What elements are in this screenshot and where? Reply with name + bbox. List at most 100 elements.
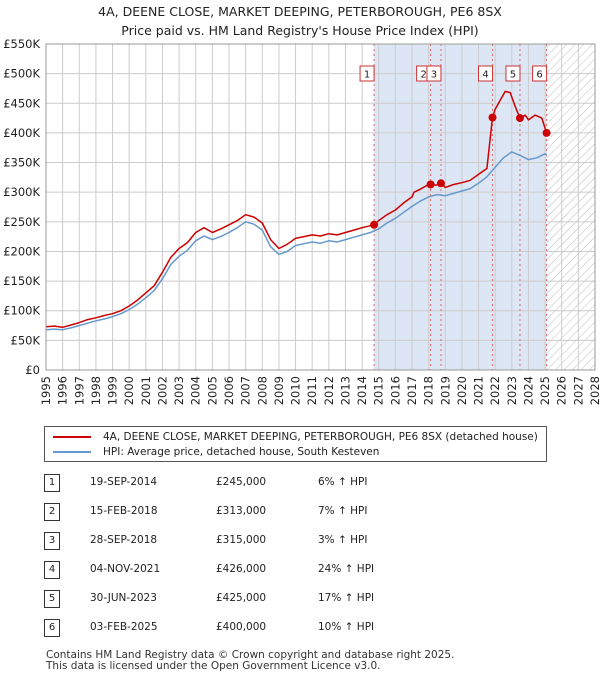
x-tick-label: 2027 bbox=[571, 376, 585, 405]
sale-row: 2 15-FEB-2018 £313,000 7% ↑ HPI bbox=[44, 503, 564, 521]
sale-number: 4 bbox=[44, 561, 60, 579]
x-tick-label: 2021 bbox=[472, 376, 486, 405]
sale-row: 6 03-FEB-2025 £400,000 10% ↑ HPI bbox=[44, 619, 564, 637]
legend-item-property: 4A, DEENE CLOSE, MARKET DEEPING, PETERBO… bbox=[53, 430, 538, 444]
sale-date: 15-FEB-2018 bbox=[90, 505, 158, 517]
sale-row: 1 19-SEP-2014 £245,000 6% ↑ HPI bbox=[44, 474, 564, 492]
sale-number-label: 4 bbox=[482, 70, 488, 81]
legend-label-hpi: HPI: Average price, detached house, Sout… bbox=[103, 446, 380, 458]
x-tick-label: 2026 bbox=[555, 376, 569, 405]
y-tick-label: £300K bbox=[3, 185, 40, 199]
sale-number-label: 1 bbox=[364, 70, 370, 81]
sale-number-label: 5 bbox=[510, 70, 516, 81]
x-tick-label: 2002 bbox=[155, 376, 169, 405]
x-tick-label: 2004 bbox=[189, 376, 203, 405]
x-tick-label: 2003 bbox=[172, 376, 186, 405]
x-tick-label: 2008 bbox=[255, 376, 269, 405]
y-tick-label: £350K bbox=[3, 156, 40, 170]
x-tick-label: 2016 bbox=[388, 376, 402, 405]
sale-number-label: 3 bbox=[431, 70, 437, 81]
title-line-1: 4A, DEENE CLOSE, MARKET DEEPING, PETERBO… bbox=[98, 4, 502, 19]
x-tick-label: 2011 bbox=[305, 376, 319, 405]
sale-number: 1 bbox=[44, 474, 60, 492]
sale-number-label: 6 bbox=[536, 70, 542, 81]
y-tick-label: £0 bbox=[25, 363, 40, 377]
future-hatch bbox=[546, 44, 595, 370]
legend-swatch-property bbox=[53, 436, 91, 438]
sale-row: 5 30-JUN-2023 £425,000 17% ↑ HPI bbox=[44, 590, 564, 608]
x-tick-label: 2012 bbox=[322, 376, 336, 405]
sale-date: 30-JUN-2023 bbox=[90, 592, 157, 604]
footer: Contains HM Land Registry data © Crown c… bbox=[46, 650, 454, 672]
y-tick-label: £450K bbox=[3, 96, 40, 110]
footer-licence: This data is licensed under the Open Gov… bbox=[46, 660, 381, 672]
sale-point bbox=[515, 114, 524, 123]
x-tick-label: 1996 bbox=[56, 376, 70, 405]
sale-point bbox=[542, 128, 551, 137]
legend-swatch-hpi bbox=[53, 451, 91, 453]
x-tick-label: 1998 bbox=[89, 376, 103, 405]
sale-number-box bbox=[532, 65, 548, 82]
sale-price: £426,000 bbox=[216, 563, 267, 575]
sale-number: 5 bbox=[44, 590, 60, 608]
footer-copyright: Contains HM Land Registry data © Crown c… bbox=[46, 649, 455, 661]
property-price-line bbox=[45, 90, 548, 329]
sale-number-box bbox=[359, 65, 375, 82]
sale-price: £425,000 bbox=[216, 592, 267, 604]
x-tick-label: 1997 bbox=[72, 376, 86, 405]
sale-date: 28-SEP-2018 bbox=[90, 534, 158, 546]
x-tick-label: 2028 bbox=[588, 376, 600, 405]
x-tick-label: 2020 bbox=[455, 376, 469, 405]
chart-title: 4A, DEENE CLOSE, MARKET DEEPING, PETERBO… bbox=[0, 2, 600, 40]
y-tick-label: £400K bbox=[3, 126, 40, 140]
title-line-2: Price paid vs. HM Land Registry's House … bbox=[121, 23, 479, 38]
x-tick-label: 2025 bbox=[538, 376, 552, 405]
plot-frame bbox=[45, 43, 596, 371]
x-tick-label: 2006 bbox=[222, 376, 236, 405]
legend-item-hpi: HPI: Average price, detached house, Sout… bbox=[53, 445, 379, 459]
x-tick-label: 2000 bbox=[122, 376, 136, 405]
sale-point bbox=[436, 179, 445, 188]
sale-date: 03-FEB-2025 bbox=[90, 621, 158, 633]
sale-hpi-change: 24% ↑ HPI bbox=[318, 563, 375, 575]
hpi-line bbox=[45, 151, 548, 331]
y-tick-label: £50K bbox=[11, 333, 41, 347]
x-tick-label: 2001 bbox=[139, 376, 153, 405]
legend: 4A, DEENE CLOSE, MARKET DEEPING, PETERBO… bbox=[44, 426, 547, 462]
shaded-span bbox=[374, 44, 547, 370]
x-tick-label: 2015 bbox=[372, 376, 386, 405]
x-tick-label: 2014 bbox=[355, 376, 369, 405]
sale-number: 3 bbox=[44, 532, 60, 550]
sale-hpi-change: 6% ↑ HPI bbox=[318, 476, 368, 488]
sale-hpi-change: 3% ↑ HPI bbox=[318, 534, 368, 546]
sale-date: 19-SEP-2014 bbox=[90, 476, 158, 488]
sale-number-box bbox=[426, 65, 442, 82]
sale-date: 04-NOV-2021 bbox=[90, 563, 161, 575]
y-tick-label: £550K bbox=[3, 37, 40, 51]
y-tick-label: £200K bbox=[3, 244, 40, 258]
sale-hpi-change: 17% ↑ HPI bbox=[318, 592, 375, 604]
x-tick-label: 2010 bbox=[289, 376, 303, 405]
sale-number-box bbox=[505, 65, 521, 82]
x-tick-label: 2024 bbox=[521, 376, 535, 405]
sale-point bbox=[370, 220, 379, 229]
sale-price: £315,000 bbox=[216, 534, 267, 546]
sale-number-box bbox=[478, 65, 494, 82]
x-tick-label: 2023 bbox=[505, 376, 519, 405]
x-tick-label: 2018 bbox=[422, 376, 436, 405]
x-tick-label: 2017 bbox=[405, 376, 419, 405]
sale-row: 4 04-NOV-2021 £426,000 24% ↑ HPI bbox=[44, 561, 564, 579]
sale-number: 2 bbox=[44, 503, 60, 521]
sale-price: £313,000 bbox=[216, 505, 267, 517]
x-tick-label: 2005 bbox=[205, 376, 219, 405]
y-tick-label: £250K bbox=[3, 215, 40, 229]
y-tick-label: £150K bbox=[3, 274, 40, 288]
x-tick-label: 1999 bbox=[106, 376, 120, 405]
sale-hpi-change: 10% ↑ HPI bbox=[318, 621, 375, 633]
y-tick-label: £100K bbox=[3, 304, 40, 318]
sale-hpi-change: 7% ↑ HPI bbox=[318, 505, 368, 517]
x-tick-label: 2009 bbox=[272, 376, 286, 405]
x-tick-label: 2019 bbox=[438, 376, 452, 405]
y-tick-label: £500K bbox=[3, 67, 40, 81]
price-chart: £0 £50K £100K £150K £200K £250K £300K £350K £400… bbox=[3, 37, 600, 405]
